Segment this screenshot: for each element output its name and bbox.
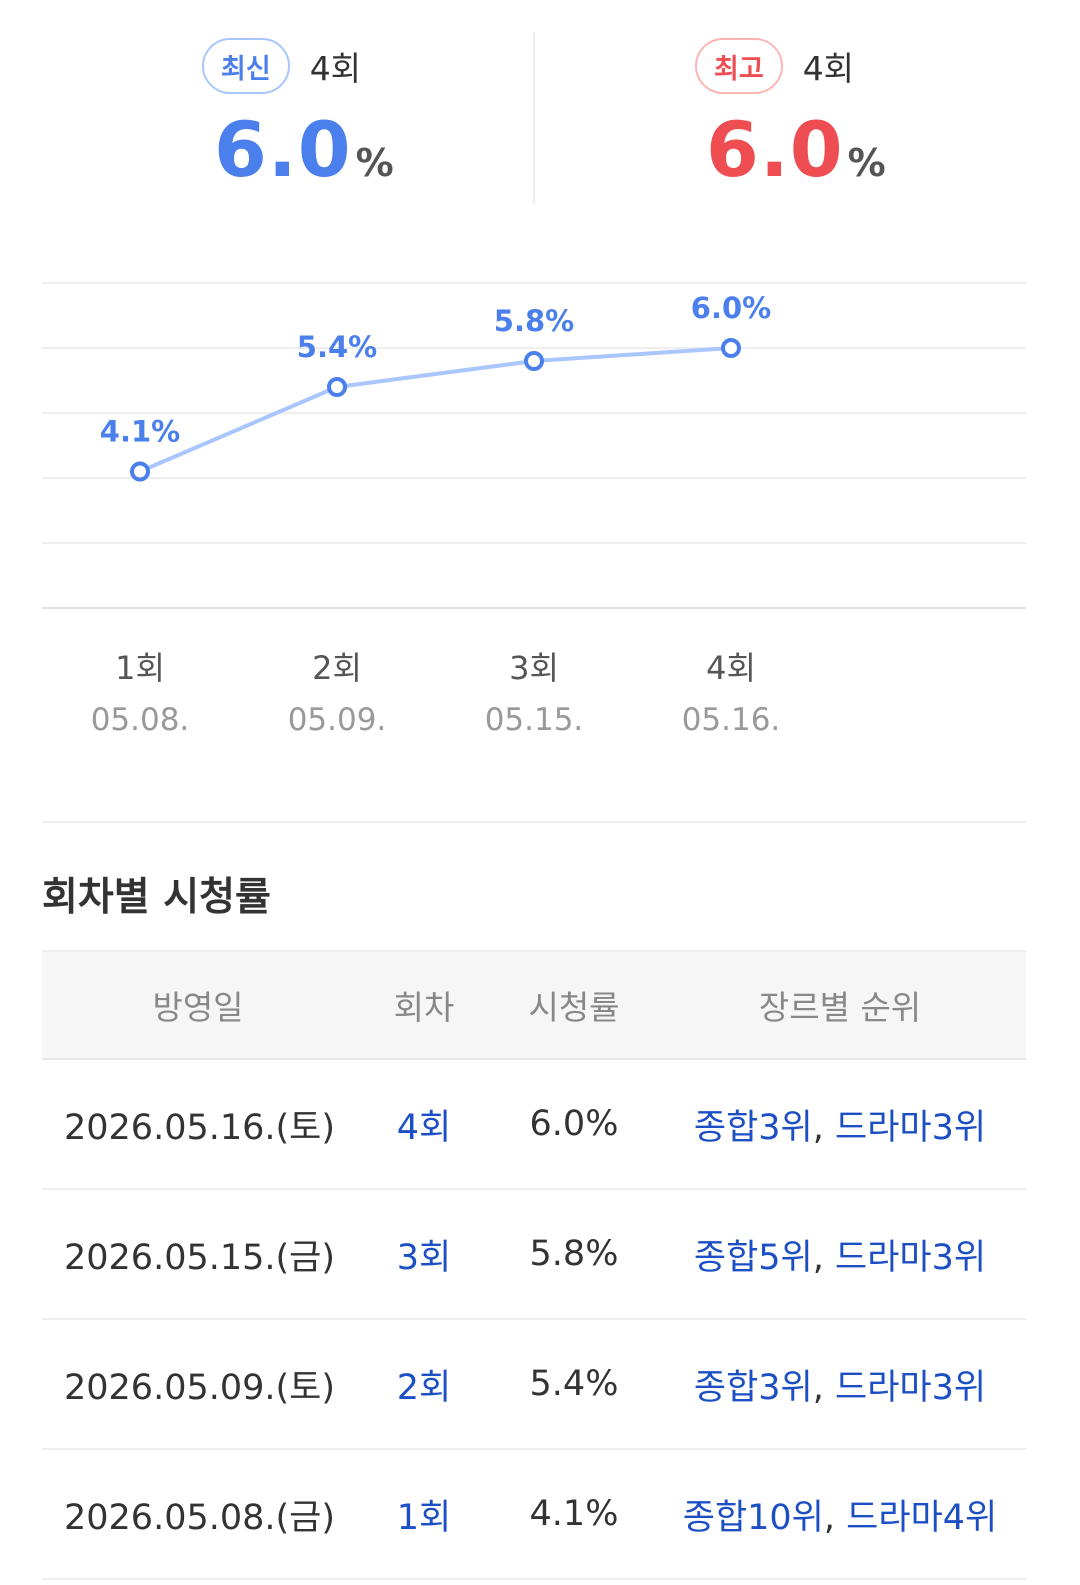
- series-line: [138, 346, 733, 474]
- rank-overall-link[interactable]: 종합5위: [693, 1237, 813, 1278]
- row-date: 2026.05.15.(금): [64, 1237, 336, 1278]
- rank-separator: ,: [823, 1497, 836, 1538]
- highest-rating-block: 최고 4회 6.0 %: [534, 0, 1026, 220]
- x-tick-date: 05.08.: [91, 702, 190, 738]
- table-row: 2026.05.09.(토) 2회 5.4% 종합3위, 드라마3위: [42, 1320, 1026, 1450]
- highest-unit: %: [847, 141, 886, 185]
- row-rank: 종합3위, 드라마3위: [654, 1099, 1026, 1150]
- rank-separator: ,: [812, 1237, 824, 1278]
- highest-header: 최고 4회: [695, 38, 854, 94]
- highest-episode: 4회: [802, 49, 855, 88]
- table-row: 2026.05.08.(금) 1회 4.1% 종합10위, 드라마4위: [42, 1450, 1026, 1580]
- summary-divider: [533, 32, 535, 204]
- x-tick-date: 05.15.: [485, 702, 584, 738]
- rating-line-chart: 4.1% 1회 05.08. 5.4% 2회 05.09. 5.8% 3회 05.15. 6.0%…: [0, 270, 1080, 770]
- latest-episode: 4회: [309, 49, 362, 88]
- section-divider: [42, 821, 1026, 823]
- rating-summary: 최신 4회 6.0 % 최고 4회 6.0 %: [42, 0, 1026, 220]
- latest-number: 6.0: [214, 105, 352, 194]
- row-rank: 종합3위, 드라마3위: [654, 1359, 1026, 1410]
- rank-genre-link[interactable]: 드라마3위: [835, 1237, 987, 1278]
- row-rank: 종합5위, 드라마3위: [654, 1229, 1026, 1280]
- row-episode-link[interactable]: 2회: [396, 1367, 452, 1408]
- row-episode-link[interactable]: 1회: [396, 1497, 452, 1538]
- rank-separator: ,: [812, 1367, 824, 1408]
- rank-overall-link[interactable]: 종합3위: [693, 1107, 813, 1148]
- latest-badge: 최신: [202, 38, 290, 94]
- rank-genre-link[interactable]: 드라마3위: [835, 1107, 987, 1148]
- row-episode-link[interactable]: 4회: [396, 1107, 452, 1148]
- table-header: 방영일 회차 시청률 장르별 순위: [42, 950, 1026, 1060]
- row-rating: 4.1%: [529, 1494, 619, 1534]
- rank-overall-link[interactable]: 종합3위: [693, 1367, 813, 1408]
- data-label: 5.4%: [297, 330, 377, 364]
- row-date: 2026.05.08.(금): [64, 1497, 336, 1538]
- highest-badge: 최고: [695, 38, 783, 94]
- latest-unit: %: [355, 141, 394, 185]
- x-tick-episode: 1회: [115, 649, 165, 687]
- row-rating: 5.8%: [529, 1234, 619, 1274]
- data-point: [721, 338, 741, 358]
- row-date: 2026.05.09.(토): [64, 1367, 336, 1408]
- data-label: 5.8%: [494, 304, 574, 338]
- header-rating: 시청률: [528, 988, 620, 1027]
- latest-rating-block: 최신 4회 6.0 %: [42, 0, 534, 220]
- x-tick-episode: 2회: [312, 649, 362, 687]
- data-point: [327, 377, 347, 397]
- section-title: 회차별 시청률: [42, 875, 271, 920]
- row-episode-link[interactable]: 3회: [396, 1237, 452, 1278]
- header-episode: 회차: [393, 988, 455, 1027]
- rank-genre-link[interactable]: 드라마4위: [846, 1497, 998, 1538]
- highest-value: 6.0 %: [706, 112, 886, 188]
- rank-separator: ,: [812, 1107, 824, 1148]
- data-point: [524, 351, 544, 371]
- highest-number: 6.0: [706, 105, 844, 194]
- chart-svg: 4.1% 1회 05.08. 5.4% 2회 05.09. 5.8% 3회 05.15. 6.0%…: [42, 282, 1026, 738]
- data-point: [130, 461, 150, 482]
- table-row: 2026.05.16.(토) 4회 6.0% 종합3위, 드라마3위: [42, 1060, 1026, 1190]
- x-tick-date: 05.09.: [288, 702, 387, 738]
- header-air-date: 방영일: [152, 988, 244, 1027]
- x-tick-date: 05.16.: [682, 702, 781, 738]
- x-tick-episode: 3회: [509, 649, 559, 687]
- table-row: 2026.05.15.(금) 3회 5.8% 종합5위, 드라마3위: [42, 1190, 1026, 1320]
- header-genre-rank: 장르별 순위: [758, 988, 922, 1027]
- rank-genre-link[interactable]: 드라마3위: [835, 1367, 987, 1408]
- data-label: 4.1%: [100, 415, 180, 449]
- episode-rating-table: 방영일 회차 시청률 장르별 순위 2026.05.16.(토) 4회 6.0%…: [42, 950, 1026, 1580]
- row-date: 2026.05.16.(토): [64, 1107, 336, 1148]
- latest-header: 최신 4회: [202, 38, 361, 94]
- row-rating: 6.0%: [529, 1104, 619, 1144]
- rank-overall-link[interactable]: 종합10위: [682, 1497, 824, 1538]
- x-tick-episode: 4회: [706, 649, 756, 687]
- latest-value: 6.0 %: [214, 112, 394, 188]
- row-rating: 5.4%: [529, 1364, 619, 1404]
- row-rank: 종합10위, 드라마4위: [654, 1489, 1026, 1540]
- data-label: 6.0%: [691, 291, 771, 325]
